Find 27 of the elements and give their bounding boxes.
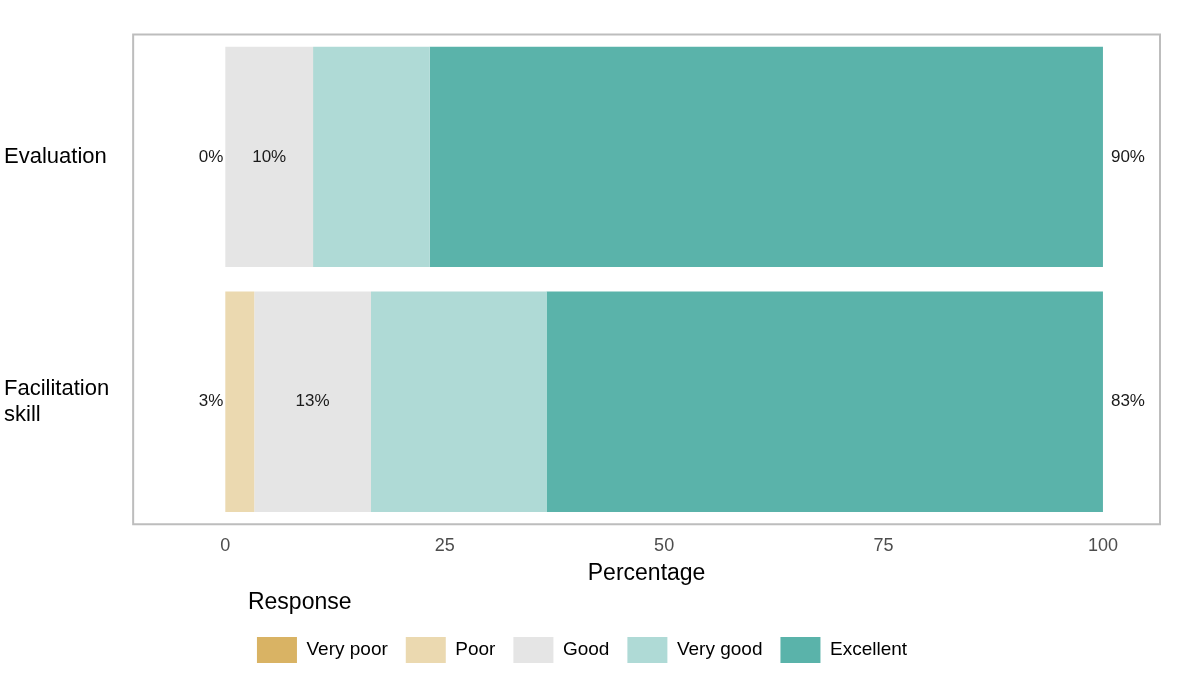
annotation: 83% [1110,391,1145,411]
bar [225,46,314,268]
y-tick-label: Facilitation skill [4,374,110,427]
bar [225,291,255,512]
legend-title: Response [247,588,352,615]
bar [429,46,1103,268]
annotation: 0% [198,146,224,166]
x-axis-title: Percentage [587,558,706,585]
x-tick-label: 0 [220,534,231,555]
annotation: 13% [295,391,330,411]
x-tick-label: 50 [654,534,675,555]
bar [313,46,430,268]
legend-label: Poor [455,638,497,660]
legend-label: Excellent [829,638,908,660]
bar [371,291,547,512]
annotation: 3% [198,391,224,411]
annotation: 90% [1110,146,1145,166]
legend-label: Good [562,638,610,660]
bar [546,291,1103,512]
bar [254,291,371,512]
annotation: 10% [252,146,287,166]
legend-label: Very poor [306,638,389,660]
x-tick-label: 75 [873,534,894,555]
x-tick-label: 100 [1087,534,1118,555]
legend-label: Very good [676,638,763,660]
y-tick-label: Evaluation [4,142,107,168]
x-tick-label: 25 [434,534,455,555]
